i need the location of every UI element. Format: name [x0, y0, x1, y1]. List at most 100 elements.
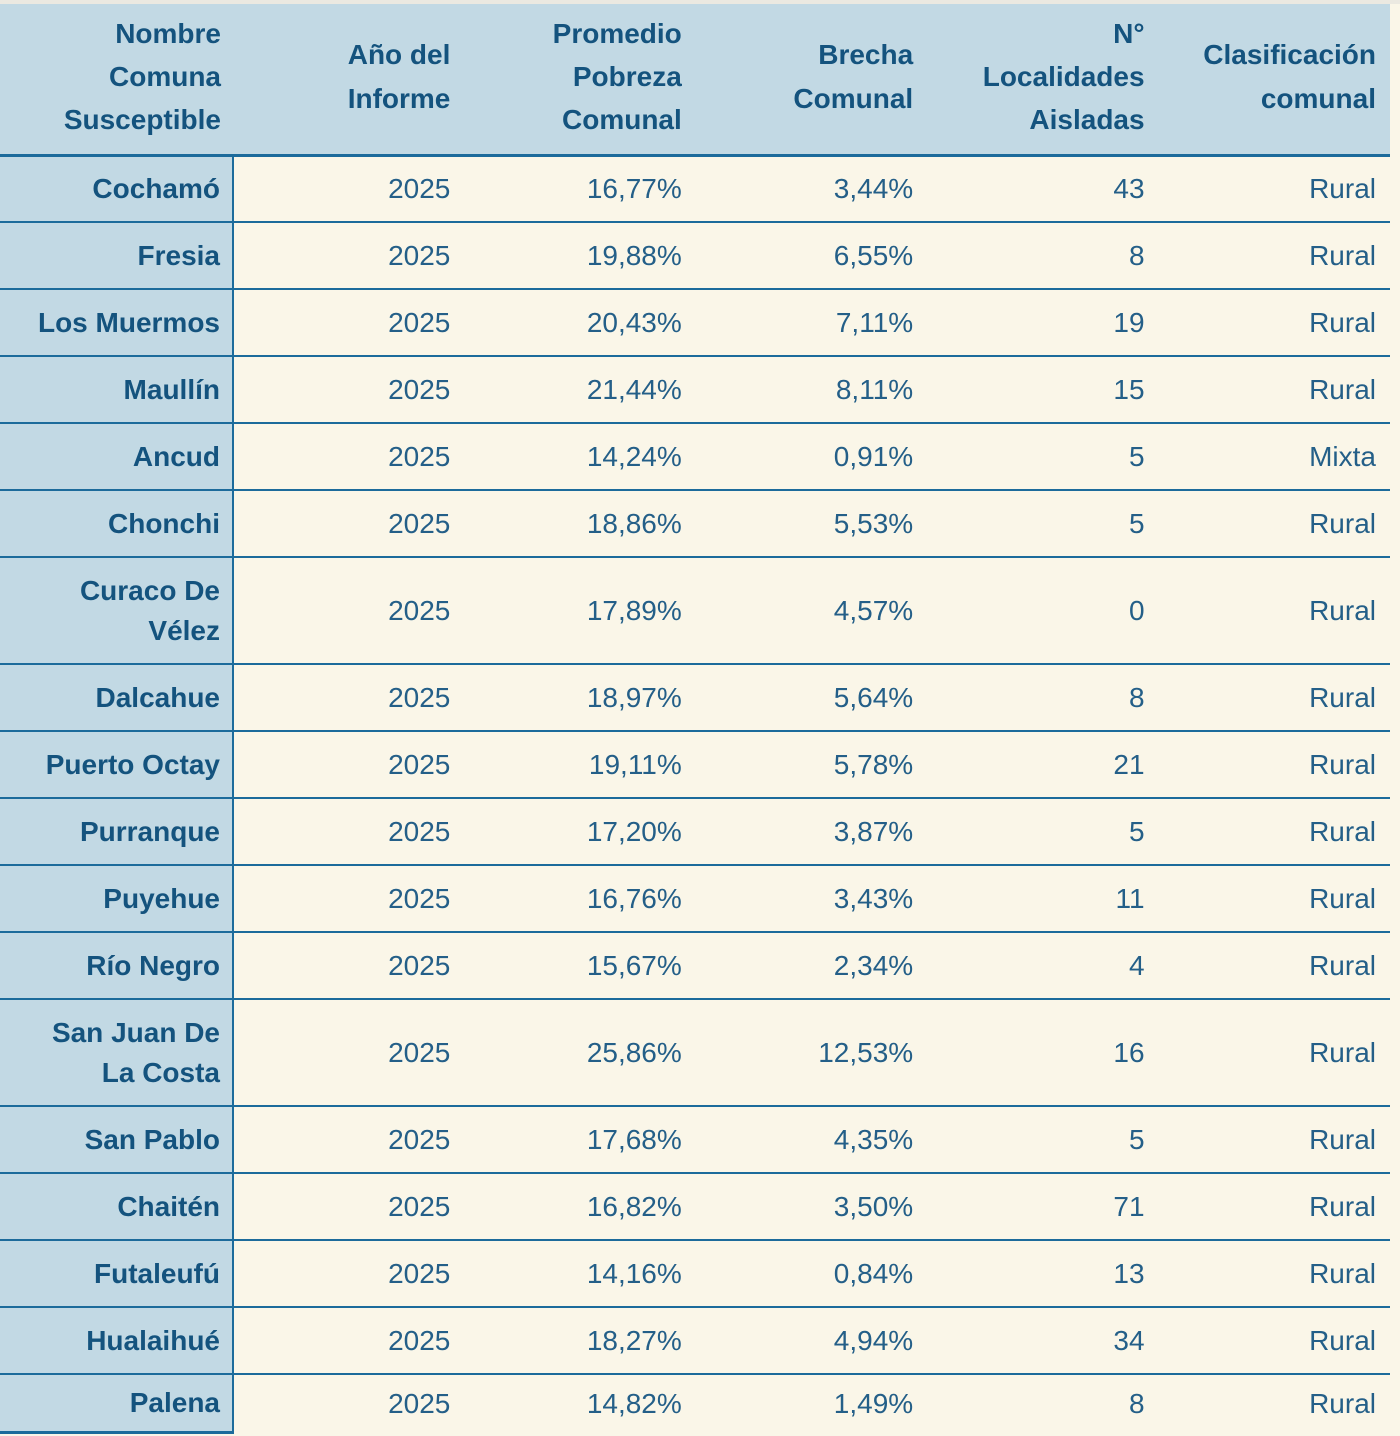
cell-comuna: Los Muermos	[0, 289, 234, 356]
cell-year: 2025	[233, 557, 465, 664]
table-row: Puyehue 2025 16,76% 3,43% 11 Rural	[0, 865, 1390, 932]
column-header-clasificacion: Clasificación comunal	[1158, 4, 1390, 157]
table-row: Fresia 2025 19,88% 6,55% 8 Rural	[0, 222, 1390, 289]
cell-brecha: 0,91%	[695, 423, 928, 490]
cell-localidades: 34	[927, 1307, 1159, 1374]
cell-year: 2025	[233, 1106, 465, 1173]
cell-comuna: Palena	[0, 1374, 234, 1434]
cell-brecha: 12,53%	[695, 999, 928, 1106]
table-row: San Pablo 2025 17,68% 4,35% 5 Rural	[0, 1106, 1390, 1173]
cell-clasificacion: Rural	[1158, 865, 1390, 932]
cell-clasificacion: Rural	[1158, 490, 1390, 557]
cell-pobreza: 25,86%	[464, 999, 696, 1106]
column-header-localidades-aisladas: N° Localidades Aisladas	[927, 4, 1159, 157]
cell-localidades: 11	[927, 865, 1159, 932]
column-header-brecha-comunal: Brecha Comunal	[695, 4, 928, 157]
table-row: Palena 2025 14,82% 1,49% 8 Rural	[0, 1374, 1390, 1434]
cell-pobreza: 17,20%	[464, 798, 696, 865]
cell-pobreza: 14,24%	[464, 423, 696, 490]
cell-year: 2025	[233, 664, 465, 731]
cell-year: 2025	[233, 423, 465, 490]
table-row: Futaleufú 2025 14,16% 0,84% 13 Rural	[0, 1240, 1390, 1307]
cell-brecha: 3,44%	[695, 155, 928, 222]
cell-comuna: Chonchi	[0, 490, 234, 557]
cell-pobreza: 20,43%	[464, 289, 696, 356]
cell-year: 2025	[233, 356, 465, 423]
cell-year: 2025	[233, 731, 465, 798]
cell-year: 2025	[233, 490, 465, 557]
cell-brecha: 3,87%	[695, 798, 928, 865]
cell-localidades: 43	[927, 155, 1159, 222]
cell-clasificacion: Rural	[1158, 999, 1390, 1106]
cell-clasificacion: Rural	[1158, 664, 1390, 731]
cell-clasificacion: Rural	[1158, 356, 1390, 423]
cell-comuna: Chaitén	[0, 1173, 234, 1240]
cell-clasificacion: Rural	[1158, 1374, 1390, 1432]
cell-clasificacion: Rural	[1158, 222, 1390, 289]
cell-pobreza: 16,76%	[464, 865, 696, 932]
cell-brecha: 3,50%	[695, 1173, 928, 1240]
cell-comuna: Ancud	[0, 423, 234, 490]
table-row: Los Muermos 2025 20,43% 7,11% 19 Rural	[0, 289, 1390, 356]
cell-comuna: Curaco De Vélez	[0, 557, 234, 664]
cell-comuna: Dalcahue	[0, 664, 234, 731]
cell-brecha: 4,35%	[695, 1106, 928, 1173]
cell-year: 2025	[233, 932, 465, 999]
cell-pobreza: 19,11%	[464, 731, 696, 798]
cell-brecha: 3,43%	[695, 865, 928, 932]
column-header-ano-informe: Año del Informe	[233, 4, 465, 157]
cell-clasificacion: Rural	[1158, 1307, 1390, 1374]
table-row: Puerto Octay 2025 19,11% 5,78% 21 Rural	[0, 731, 1390, 798]
table-row: Ancud 2025 14,24% 0,91% 5 Mixta	[0, 423, 1390, 490]
table-row: Maullín 2025 21,44% 8,11% 15 Rural	[0, 356, 1390, 423]
cell-pobreza: 18,27%	[464, 1307, 696, 1374]
header-row: Nombre Comuna Susceptible Año del Inform…	[0, 4, 1390, 157]
cell-clasificacion: Rural	[1158, 731, 1390, 798]
cell-clasificacion: Rural	[1158, 155, 1390, 222]
cell-brecha: 0,84%	[695, 1240, 928, 1307]
cell-localidades: 8	[927, 222, 1159, 289]
cell-brecha: 6,55%	[695, 222, 928, 289]
cell-comuna: San Pablo	[0, 1106, 234, 1173]
cell-pobreza: 16,82%	[464, 1173, 696, 1240]
cell-clasificacion: Rural	[1158, 798, 1390, 865]
cell-brecha: 1,49%	[695, 1374, 928, 1432]
cell-year: 2025	[233, 289, 465, 356]
cell-pobreza: 17,68%	[464, 1106, 696, 1173]
cell-localidades: 5	[927, 490, 1159, 557]
cell-comuna: Hualaihué	[0, 1307, 234, 1374]
cell-year: 2025	[233, 798, 465, 865]
cell-pobreza: 14,16%	[464, 1240, 696, 1307]
cell-brecha: 8,11%	[695, 356, 928, 423]
cell-localidades: 19	[927, 289, 1159, 356]
table-row: Dalcahue 2025 18,97% 5,64% 8 Rural	[0, 664, 1390, 731]
cell-pobreza: 15,67%	[464, 932, 696, 999]
cell-pobreza: 17,89%	[464, 557, 696, 664]
cell-clasificacion: Rural	[1158, 1240, 1390, 1307]
cell-brecha: 5,78%	[695, 731, 928, 798]
cell-year: 2025	[233, 865, 465, 932]
cell-localidades: 15	[927, 356, 1159, 423]
cell-pobreza: 16,77%	[464, 155, 696, 222]
table-row: Río Negro 2025 15,67% 2,34% 4 Rural	[0, 932, 1390, 999]
cell-localidades: 8	[927, 664, 1159, 731]
cell-comuna: Futaleufú	[0, 1240, 234, 1307]
cell-brecha: 4,57%	[695, 557, 928, 664]
cell-year: 2025	[233, 1173, 465, 1240]
table-row: Purranque 2025 17,20% 3,87% 5 Rural	[0, 798, 1390, 865]
cell-pobreza: 18,86%	[464, 490, 696, 557]
cell-brecha: 2,34%	[695, 932, 928, 999]
cell-localidades: 5	[927, 1106, 1159, 1173]
cell-comuna: Puerto Octay	[0, 731, 234, 798]
cell-localidades: 4	[927, 932, 1159, 999]
cell-year: 2025	[233, 1307, 465, 1374]
cell-year: 2025	[233, 1374, 465, 1432]
cell-clasificacion: Rural	[1158, 932, 1390, 999]
cell-clasificacion: Rural	[1158, 289, 1390, 356]
cell-year: 2025	[233, 999, 465, 1106]
cell-comuna: Purranque	[0, 798, 234, 865]
column-header-promedio-pobreza: Promedio Pobreza Comunal	[464, 4, 696, 157]
cell-brecha: 4,94%	[695, 1307, 928, 1374]
cell-comuna: Cochamó	[0, 155, 234, 222]
cell-pobreza: 21,44%	[464, 356, 696, 423]
